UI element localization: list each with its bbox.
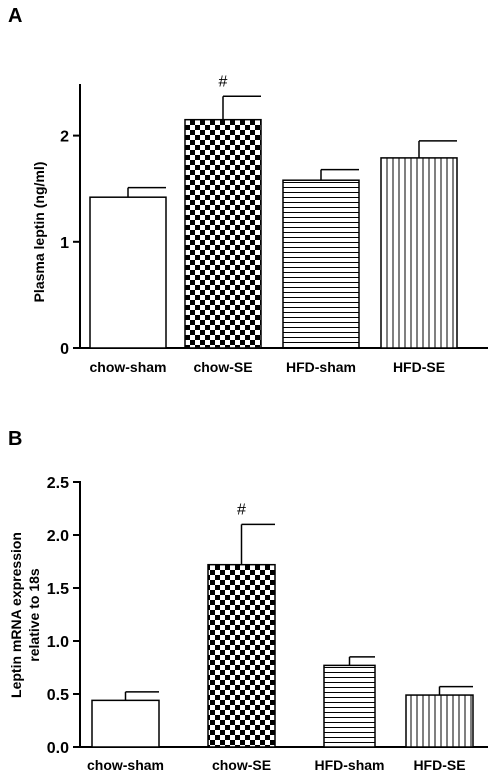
panel-a-category-label: chow-SE (193, 359, 252, 375)
panel-a-y-tick-label: 0 (60, 341, 69, 358)
panel-b-category-label: HFD-sham (314, 757, 384, 773)
panel-b-y-tick-label: 0.5 (47, 687, 69, 704)
panel-a-category-label: chow-sham (89, 359, 166, 375)
panel-b-y-axis-title-line-2: relative to 18s (26, 568, 42, 662)
panel-b-significance-mark: # (237, 501, 246, 518)
panel-b-category-label: chow-SE (212, 757, 271, 773)
panel-a-y-axis-title: Plasma leptin (ng/ml) (31, 162, 47, 303)
panel-b-category-label: HFD-SE (413, 757, 465, 773)
panel-b-y-tick-label: 0.0 (47, 740, 69, 757)
panel-a-category-label: HFD-sham (286, 359, 356, 375)
panel-a-bar-HFD-SE (380, 157, 458, 349)
panel-b-bar-HFD-SE (405, 694, 474, 748)
panel-a-category-label: HFD-SE (393, 359, 445, 375)
panel-a-chart: A Plasma leptin (ng/ml) 0 1 2 # chow-sham c… (8, 5, 488, 375)
panel-b-category-label: chow-sham (87, 757, 164, 773)
panel-b-y-tick-label: 2.0 (47, 528, 69, 545)
panel-b-y-axis-title-line-1: Leptin mRNA expression (8, 532, 24, 698)
panel-a-bar-chow-sham (89, 196, 167, 349)
panel-a-bar-chow-SE (184, 118, 262, 349)
panel-b-y-tick-label: 2.5 (47, 475, 69, 492)
panel-b-chart: B Leptin mRNA expression relative to 18s… (8, 428, 488, 773)
panel-b-bar-chow-SE (207, 563, 276, 748)
panel-a-letter: A (8, 5, 22, 27)
panel-b-bar-HFD-sham (323, 664, 376, 748)
panel-a-bar-HFD-sham (282, 179, 360, 349)
panel-a-y-tick-label: 2 (60, 129, 69, 146)
panel-a-y-tick-label: 1 (60, 235, 69, 252)
panel-b-y-tick-label: 1.0 (47, 634, 69, 651)
panel-b-letter: B (8, 428, 22, 450)
panel-b-y-tick-label: 1.5 (47, 581, 69, 598)
panel-a-significance-mark: # (219, 73, 228, 90)
panel-b-bar-chow-sham (91, 699, 160, 748)
